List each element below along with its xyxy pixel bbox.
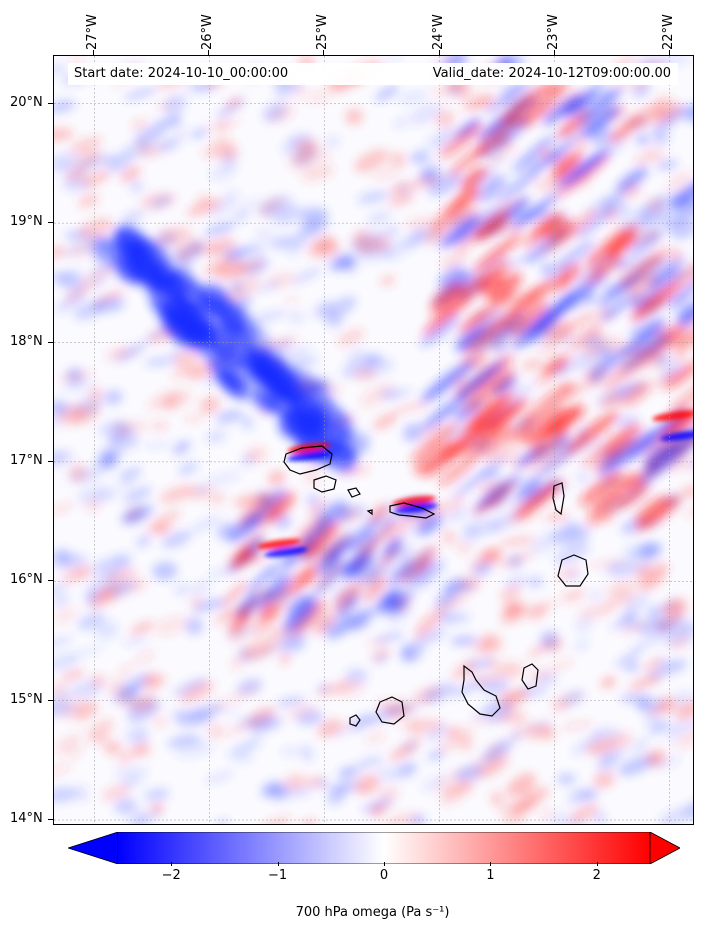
colorbar-tickmark: [171, 862, 173, 866]
island-santa-luzia: [347, 487, 361, 498]
island-brava: [349, 714, 361, 727]
lon-tick: [668, 50, 670, 55]
omega-field: [54, 56, 693, 824]
date-box: [68, 63, 678, 85]
colorbar-tick-label: 2: [592, 868, 601, 883]
colorbar: [68, 832, 680, 864]
lat-tick-label: 17°N: [10, 452, 43, 468]
lon-tick-label: 24°W: [430, 14, 446, 50]
coastlines: [283, 445, 589, 727]
island-fogo: [375, 696, 405, 725]
start-date-label: Start date: 2024-10-10_00:00:00: [74, 66, 289, 81]
lon-tick-label: 27°W: [85, 14, 101, 50]
lat-tick: [48, 699, 53, 701]
lat-tick: [48, 102, 53, 104]
colorbar-label: 700 hPa omega (Pa s⁻¹): [295, 905, 450, 920]
map-panel: [53, 55, 694, 825]
island-sao-nicolau: [366, 509, 373, 516]
lat-tick: [48, 341, 53, 343]
gridlines: [54, 56, 693, 824]
colorbar-tick-label: 1: [486, 868, 495, 883]
colorbar-tickmark: [384, 862, 385, 866]
island-maio: [521, 663, 539, 690]
colorbar-tickmark: [490, 862, 492, 866]
valid-date-label: Valid_date: 2024-10-12T09:00:00.00: [432, 66, 671, 81]
lon-tick: [553, 50, 555, 55]
lon-tick-label: 23°W: [545, 14, 561, 50]
island-santiago: [461, 664, 501, 717]
lat-tick-label: 15°N: [10, 691, 43, 707]
lon-tick: [93, 50, 95, 55]
lat-tick-label: 18°N: [10, 333, 43, 349]
lat-tick-label: 19°N: [10, 214, 43, 230]
colorbar-tick-label: 0: [379, 868, 389, 883]
lat-tick-label: 16°N: [10, 572, 43, 588]
island-sao-nicolau-main: [389, 502, 436, 519]
lon-tick: [323, 50, 325, 55]
lon-tick-label: 22°W: [660, 14, 676, 50]
colorbar-extend-low: [68, 832, 119, 864]
colorbar-tickmark: [596, 862, 598, 866]
lon-tick: [438, 50, 440, 55]
lat-tick: [48, 222, 53, 224]
lon-tick-label: 26°W: [200, 14, 216, 50]
lat-tick-label: 20°N: [10, 94, 43, 110]
colorbar-body: [118, 832, 650, 864]
colorbar-tickmark: [277, 862, 279, 866]
island-santo-antao: [283, 445, 333, 475]
island-sao-vicente: [313, 475, 337, 493]
colorbar-extend-high: [649, 832, 680, 864]
colorbar-tick-label: −1: [268, 868, 288, 883]
lon-tick: [208, 50, 210, 55]
lat-tick: [48, 580, 53, 582]
lat-tick: [48, 819, 53, 821]
island-sal: [552, 482, 565, 516]
lat-tick: [48, 460, 53, 462]
colorbar-tick-label: −2: [161, 868, 181, 883]
lon-tick-label: 25°W: [315, 14, 331, 50]
lat-tick-label: 14°N: [10, 811, 43, 827]
island-boa-vista: [557, 554, 589, 587]
